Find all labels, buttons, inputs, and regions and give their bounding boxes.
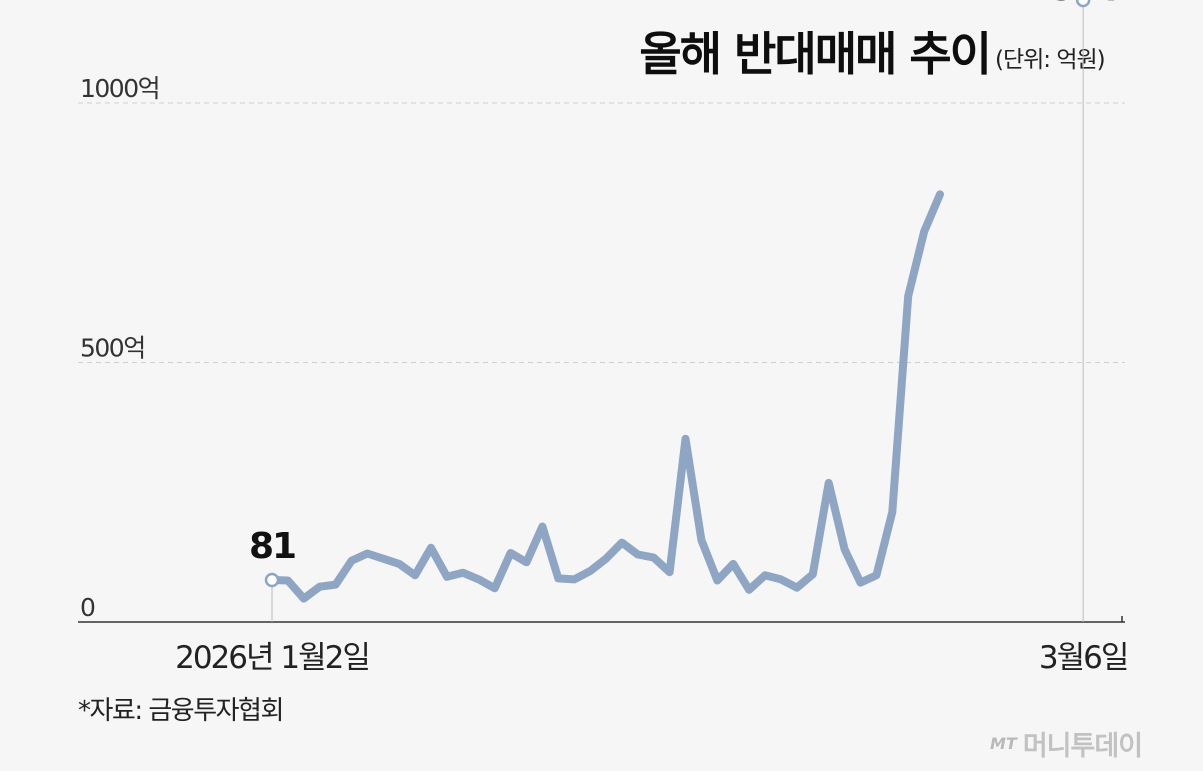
data-label: 824 [1049,0,1119,9]
series-line [268,190,944,603]
y-tick-label: 500억 [80,334,145,363]
publisher-logo: MT 머니투데이 [990,725,1190,762]
series-layer [264,0,1091,603]
logo-text: 머니투데이 [1022,730,1143,762]
grid-lines [78,102,1125,363]
x-tick-label: 3월6일 [1039,640,1128,676]
endpoint-marker [264,572,280,588]
unit-label: (단위: 억원) [995,47,1106,73]
logo-mark-icon: MT [990,733,1017,753]
y-tick-label: 0 [80,593,95,622]
data-label: 81 [249,526,295,567]
y-tick-label: 1000억 [80,74,159,103]
endpoint-marker [1075,0,1091,8]
axes [78,0,1125,623]
chart-title: 올해 반대매매 추이 [639,27,992,81]
x-tick-label: 2026년 1월2일 [175,640,369,676]
source-note: *자료: 금융투자협회 [78,696,284,726]
labels: 0 500억 1000억 81 824 2026년 1월2일 3월6일 [80,0,1129,676]
